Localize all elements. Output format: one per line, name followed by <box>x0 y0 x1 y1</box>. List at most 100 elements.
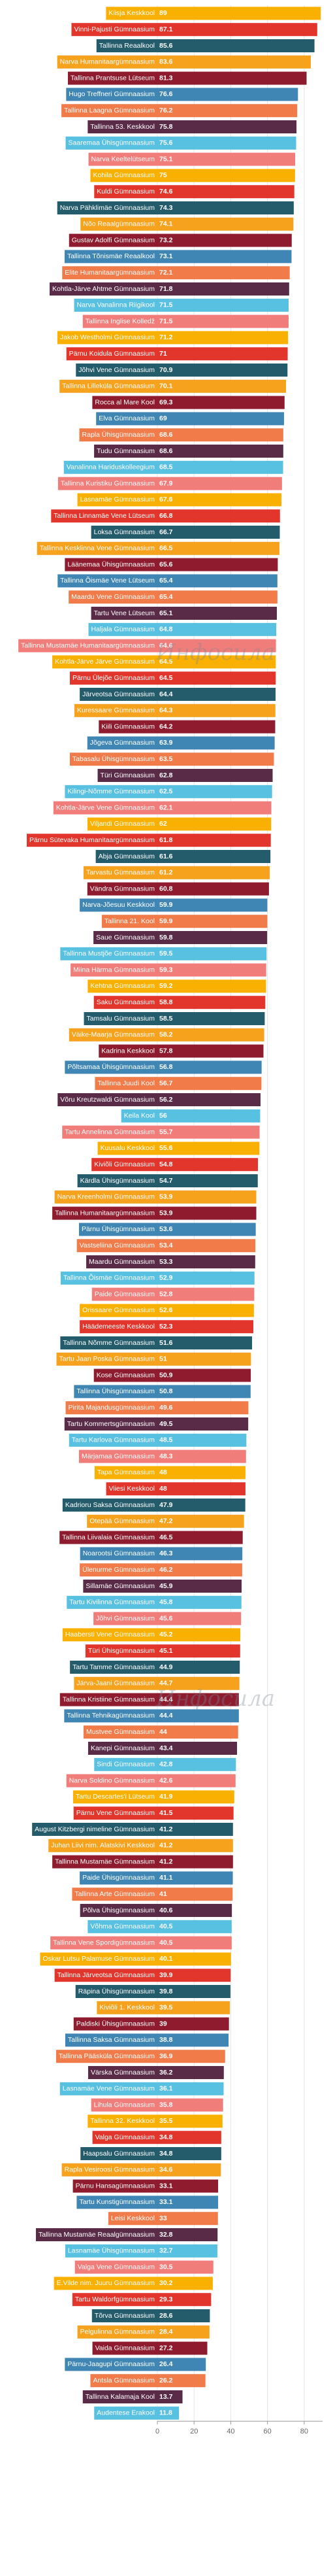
value-label: 53.4 <box>159 1242 173 1249</box>
row: Tallinna Järveotsa Gümnaasium 39.9 <box>54 1969 231 1982</box>
label-background <box>62 1628 157 1642</box>
label-background <box>72 2293 157 2307</box>
label-background <box>65 2358 157 2371</box>
category-label: Tallinna Kalamaja Kool <box>86 2393 155 2401</box>
value-label: 35.8 <box>159 2101 173 2109</box>
value-label: 41.1 <box>159 1874 173 1882</box>
category-label: Häädemeeste Keskkool <box>82 1323 155 1330</box>
value-label: 71.5 <box>159 301 173 309</box>
bar <box>157 1028 264 1042</box>
value-label: 44 <box>159 1728 167 1736</box>
label-background <box>64 250 157 263</box>
label-background <box>57 201 157 214</box>
category-label: Otepää Gümnaasium <box>89 1517 155 1525</box>
bar <box>157 2277 213 2290</box>
row: Lasnamäe Ühisgümnaasium 32.7 <box>65 2244 217 2258</box>
value-label: 69 <box>159 415 167 422</box>
bar <box>157 1304 254 1317</box>
label-background <box>99 1044 157 1058</box>
value-label: 42.8 <box>159 1761 173 1769</box>
bar <box>157 1352 251 1366</box>
value-label: 56.2 <box>159 1096 173 1104</box>
label-background <box>65 1060 157 1074</box>
category-label: Maardu Vene Gümnaasium <box>71 593 155 601</box>
category-label: Vändra Gümnaasium <box>90 885 155 892</box>
label-background <box>80 1547 157 1561</box>
row: Tallinna 53. Keskkool 75.8 <box>87 120 297 133</box>
label-background <box>83 1725 157 1739</box>
row: Pirita Majandusgümnaasium 49.6 <box>65 1401 249 1415</box>
bar <box>157 71 307 85</box>
watermark: Инфосила <box>155 639 275 666</box>
x-tick-label: 60 <box>264 2428 272 2435</box>
label-background <box>72 1790 157 1804</box>
value-label: 63.5 <box>159 755 173 763</box>
category-label: Tallinna Tehnikagümnaasium <box>67 1712 155 1720</box>
value-label: 36.9 <box>159 2052 173 2060</box>
value-label: 56.7 <box>159 1079 173 1087</box>
value-label: 30.2 <box>159 2279 173 2287</box>
row: Tallinna Mustamäe Reaalgümnaasium 32.8 <box>35 2228 218 2241</box>
row: Jakob Westholmi Gümnaasium 71.2 <box>57 331 289 345</box>
row: Abja Gümnaasium 61.6 <box>95 850 271 863</box>
value-label: 55.6 <box>159 1144 173 1152</box>
value-label: 36.2 <box>159 2069 173 2076</box>
label-background <box>92 396 157 409</box>
category-label: Kuusalu Keskkool <box>101 1144 155 1152</box>
bar <box>157 2033 229 2047</box>
bar <box>157 347 288 361</box>
bar <box>157 1888 233 1901</box>
row: Tallinna Liivalaia Gümnaasium 46.5 <box>59 1531 243 1544</box>
row: Saaremaa Ühisgümnaasium 75.6 <box>65 136 296 150</box>
category-label: Saue Gümnaasium <box>96 934 155 941</box>
value-label: 45.2 <box>159 1631 173 1638</box>
label-background <box>87 882 157 896</box>
bar <box>157 1595 242 1609</box>
label-background <box>92 2341 157 2355</box>
bar <box>157 266 290 280</box>
category-label: Läänemaa Ühisgümnaasium <box>67 560 155 568</box>
label-background <box>80 1320 157 1334</box>
value-label: 35.5 <box>159 2117 173 2125</box>
value-label: 59.2 <box>159 982 173 990</box>
value-label: 59.5 <box>159 950 173 958</box>
bar <box>157 169 295 182</box>
label-background <box>121 1109 157 1123</box>
category-label: Vaida Gümnaasium <box>95 2344 155 2352</box>
label-background <box>80 1904 157 1917</box>
category-label: Türi Gümnaasium <box>101 771 155 779</box>
row: Viiesi Keskkool 48 <box>106 1482 246 1496</box>
bar <box>157 688 276 701</box>
row: Kohtla-Järve Ahtme Gümnaasium 71.8 <box>50 282 289 296</box>
row: Paide Gümnaasium 52.8 <box>91 1287 255 1301</box>
row: Võhma Gümnaasium 40.5 <box>87 1920 232 1933</box>
value-label: 41.2 <box>159 1842 173 1850</box>
label-background <box>97 2001 157 2014</box>
value-label: 33 <box>159 2214 167 2222</box>
value-label: 67.9 <box>159 479 173 487</box>
row: Narva Humanitaargümnaasium 83.6 <box>57 55 311 69</box>
bar <box>157 396 285 409</box>
value-label: 48.5 <box>159 1436 173 1444</box>
bar <box>157 1044 264 1058</box>
value-label: 65.4 <box>159 593 173 601</box>
category-label: Tartu Descartes'i Lütseum <box>76 1793 155 1801</box>
value-label: 83.6 <box>159 58 173 66</box>
bar <box>157 1401 249 1415</box>
label-background <box>87 979 157 993</box>
label-background <box>92 2131 157 2144</box>
category-label: Vanalinna Hariduskolleegium <box>67 464 155 471</box>
category-label: Lasnamäe Ühisgümnaasium <box>68 2247 155 2255</box>
bar <box>157 2082 224 2095</box>
category-label: Narva-Jõesuu Keskkool <box>82 901 155 909</box>
label-background <box>57 331 157 345</box>
row: Tallinna Prantsuse Lütseum 81.3 <box>68 71 307 85</box>
bar <box>157 979 266 993</box>
row: Tallinna Mustamäe Gümnaasium 41.2 <box>52 1855 233 1869</box>
row: Häädemeeste Keskkool 52.3 <box>80 1320 254 1334</box>
category-label: Kadrioru Saksa Gümnaasium <box>65 1501 155 1509</box>
category-label: Abja Gümnaasium <box>99 853 155 860</box>
category-label: Noarootsi Gümnaasium <box>83 1550 155 1557</box>
row: Tallinna Humanitaargümnaasium 53.9 <box>52 1206 257 1220</box>
row: August Kitzbergi nimeline Gümnaasium 41.2 <box>32 1823 233 1836</box>
